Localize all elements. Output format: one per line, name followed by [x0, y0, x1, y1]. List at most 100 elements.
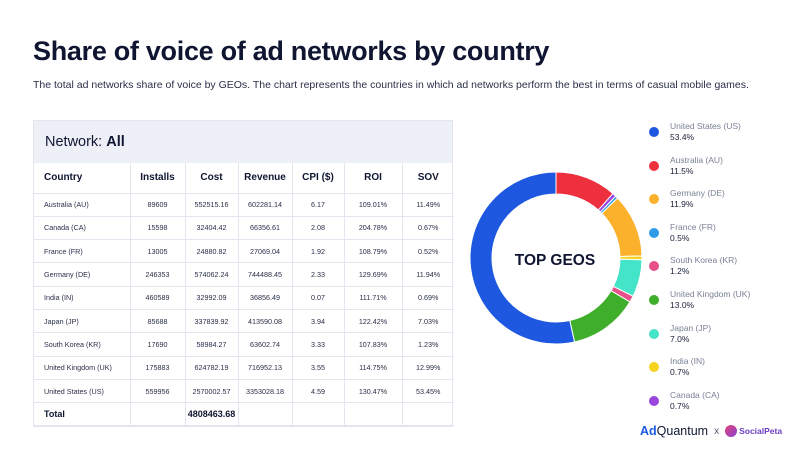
- table-cell: [238, 402, 293, 427]
- column-header: CPI ($): [292, 163, 345, 194]
- table-cell: 129.69%: [344, 262, 403, 287]
- table-cell: 107.83%: [344, 332, 403, 357]
- table-row: France (FR) 13005 24880.82 27069.04 1.92 108.…: [34, 239, 454, 264]
- table-cell: 6.17: [292, 193, 345, 217]
- table-cell: [344, 402, 403, 427]
- legend-swatch: [649, 261, 659, 272]
- table-cell: 337839.92: [185, 309, 239, 334]
- table-cell: United Kingdom (UK): [34, 356, 131, 380]
- total-cost: 4808463.68: [185, 402, 239, 427]
- table-cell: 7.03%: [402, 309, 454, 334]
- legend-value: 0.5%: [670, 232, 690, 243]
- brand-separator: x: [714, 425, 720, 437]
- table-cell: 2.33: [292, 262, 345, 287]
- legend-item: South Korea (KR) 1.2%: [649, 255, 750, 289]
- legend-value: 7.0%: [670, 333, 690, 344]
- table-cell: 130.47%: [344, 379, 403, 404]
- legend-item: Australia (AU) 11.5%: [649, 155, 750, 189]
- table-cell: 624782.19: [185, 356, 239, 380]
- footer-branding: Ad Quantum x SocialPeta: [640, 424, 782, 438]
- table-cell: 36856.49: [238, 286, 293, 310]
- table-cell: 552515.16: [185, 193, 239, 217]
- column-header: Installs: [130, 163, 186, 194]
- legend-label: Canada (CA): [670, 389, 720, 400]
- network-filter-label: Network:: [45, 134, 103, 150]
- table-row: South Korea (KR) 17690 58984.27 63602.74 3.3…: [34, 332, 454, 357]
- table-cell: [402, 402, 454, 427]
- legend-item: Japan (JP) 7.0%: [649, 323, 750, 357]
- table-cell: 460589: [130, 286, 186, 310]
- legend-item: Canada (CA) 0.7%: [649, 390, 750, 424]
- table-cell: 111.71%: [344, 286, 403, 310]
- table-cell: 17690: [130, 332, 186, 357]
- data-table-panel: Network: All Country Installs Cost Revenue C…: [33, 120, 454, 428]
- table-row: India (IN) 460589 32992.09 36856.49 0.07 111.…: [34, 286, 454, 310]
- table-cell: [292, 402, 345, 427]
- table-cell: 12.99%: [402, 356, 454, 380]
- table-cell: 559956: [130, 379, 186, 404]
- table-row: Australia (AU) 89609 552515.16 602281.14 6.1…: [34, 193, 454, 217]
- table-cell: 2570002.57: [185, 379, 239, 404]
- table-cell: 15598: [130, 216, 186, 241]
- donut-slice: [469, 171, 576, 345]
- legend-swatch: [649, 395, 659, 406]
- table-cell: 0.07: [292, 286, 345, 310]
- table-cell: India (IN): [34, 286, 131, 310]
- legend-label: South Korea (KR): [670, 255, 738, 266]
- legend-swatch: [649, 328, 659, 339]
- legend-item: United States (US) 53.4%: [649, 121, 750, 155]
- legend-label: Australia (AU): [670, 154, 723, 165]
- table-cell: 32992.09: [185, 286, 239, 310]
- legend-label: United Kingdom (UK): [670, 288, 751, 299]
- chart-legend: United States (US) 53.4% Australia (AU) 11.…: [649, 121, 750, 423]
- table-cell: [130, 402, 186, 427]
- legend-item: France (FR) 0.5%: [649, 222, 750, 256]
- total-label: Total: [34, 402, 131, 427]
- legend-swatch: [649, 294, 659, 305]
- table-row: United Kingdom (UK) 175883 624782.19 716952…: [34, 356, 454, 380]
- legend-label: Japan (JP): [670, 322, 712, 333]
- brand-socialpeta: SocialPeta: [739, 426, 783, 436]
- table-cell: 3.55: [292, 356, 345, 380]
- legend-item: Germany (DE) 11.9%: [649, 188, 750, 222]
- table-cell: United States (US): [34, 379, 131, 404]
- table-cell: South Korea (KR): [34, 332, 131, 357]
- legend-value: 53.4%: [670, 132, 695, 142]
- network-filter[interactable]: Network: All: [34, 121, 452, 163]
- column-header: SOV: [402, 163, 454, 194]
- table-row: Japan (JP) 85688 337839.92 413590.08 3.94 122…: [34, 309, 454, 334]
- legend-label: Germany (DE): [670, 188, 725, 199]
- table-row: United States (US) 559956 2570002.57 335302…: [34, 379, 454, 404]
- legend-value: 0.7%: [670, 367, 690, 378]
- table-cell: 175883: [130, 356, 186, 380]
- legend-item: India (IN) 0.7%: [649, 356, 750, 390]
- table-cell: 204.78%: [344, 216, 403, 241]
- legend-value: 11.9%: [670, 199, 694, 210]
- legend-swatch: [649, 227, 659, 238]
- table-cell: 3353028.18: [238, 379, 293, 404]
- table-cell: 0.69%: [402, 286, 454, 310]
- legend-value: 1.2%: [670, 266, 690, 277]
- table-cell: 716952.13: [238, 356, 293, 380]
- column-header: Revenue: [238, 163, 293, 194]
- network-filter-value: All: [106, 134, 125, 150]
- table-cell: 32404.42: [185, 216, 239, 241]
- table-cell: 114.75%: [344, 356, 403, 380]
- table-cell: 122.42%: [344, 309, 403, 334]
- table-cell: 3.33: [292, 332, 345, 357]
- column-header: Country: [34, 163, 131, 194]
- table-cell: 602281.14: [238, 193, 293, 217]
- table-cell: 413590.08: [238, 309, 293, 334]
- column-header: Cost: [185, 163, 239, 194]
- socialpeta-logo-icon: [725, 425, 738, 437]
- table-body: Australia (AU) 89609 552515.16 602281.14 6.1…: [34, 193, 454, 427]
- table-cell: 11.94%: [402, 262, 454, 287]
- table-cell: 85688: [130, 309, 186, 334]
- table-cell: 0.67%: [402, 216, 454, 241]
- table-cell: 2.08: [292, 216, 345, 241]
- legend-value: 11.5%: [670, 165, 694, 176]
- table-cell: 574062.24: [185, 262, 239, 287]
- legend-swatch: [649, 160, 659, 171]
- legend-label: United States (US): [670, 121, 741, 131]
- table-cell: Japan (JP): [34, 309, 131, 334]
